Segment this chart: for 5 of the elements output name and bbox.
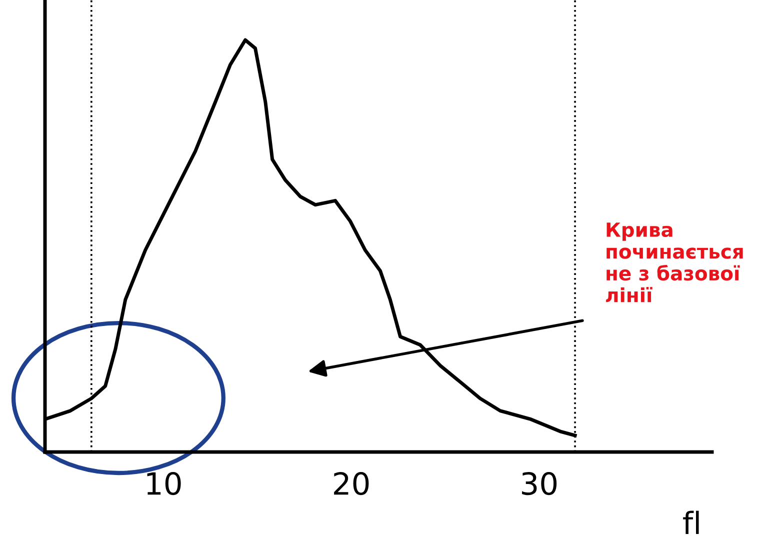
x-tick-label: 30 bbox=[522, 472, 557, 496]
x-tick-label: 20 bbox=[334, 472, 369, 496]
x-tick-label: 10 bbox=[147, 472, 181, 496]
annotation: Крива починається не з базової лінії bbox=[606, 222, 743, 302]
x-axis-title: fl bbox=[683, 510, 699, 534]
